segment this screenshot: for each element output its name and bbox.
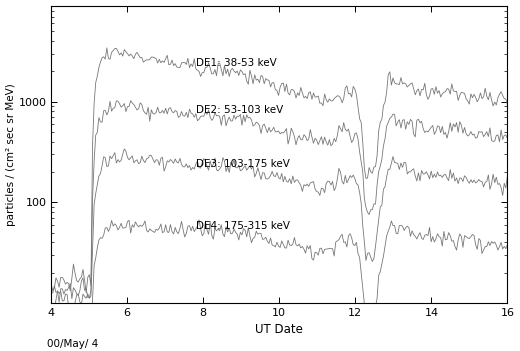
Text: DE4: 175-315 keV: DE4: 175-315 keV (196, 221, 290, 231)
Text: DE1: 38-53 keV: DE1: 38-53 keV (196, 58, 277, 68)
Y-axis label: particles / (cm² sec sr MeV): particles / (cm² sec sr MeV) (6, 83, 16, 226)
X-axis label: UT Date: UT Date (255, 323, 303, 336)
Text: 00/May/ 4: 00/May/ 4 (47, 339, 98, 349)
Text: DE2: 53-103 keV: DE2: 53-103 keV (196, 105, 283, 115)
Text: DE3: 103-175 keV: DE3: 103-175 keV (196, 159, 290, 169)
